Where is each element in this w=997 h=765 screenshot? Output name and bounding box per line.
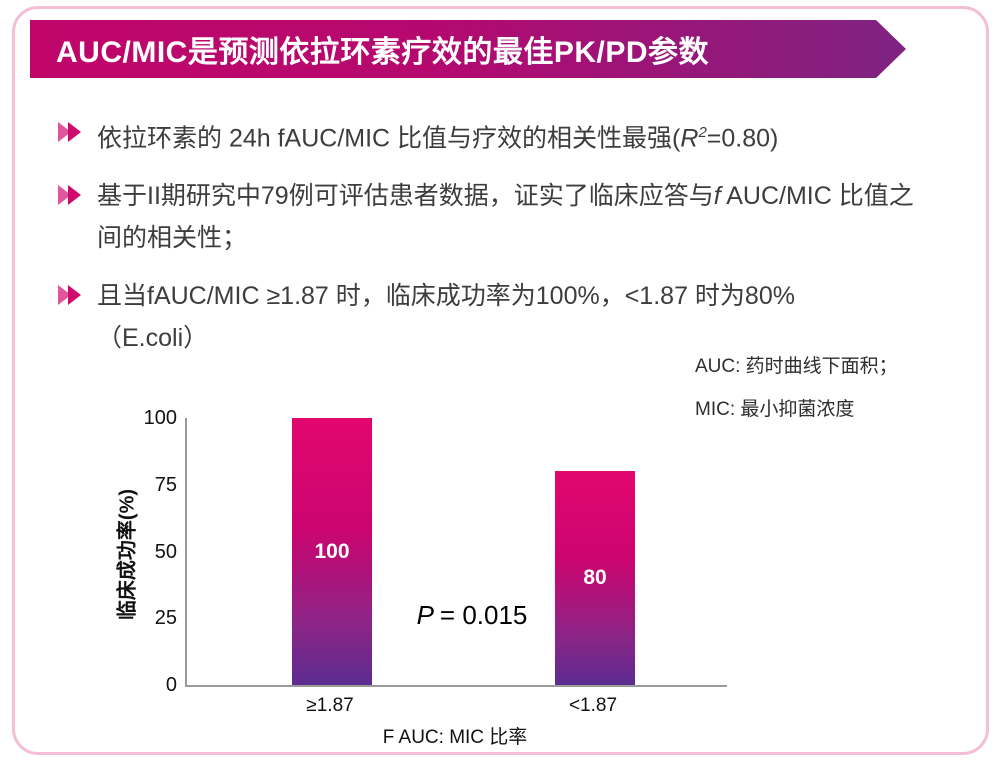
bullet-text-segment: =0.80) bbox=[706, 124, 779, 153]
abbreviation-notes: AUC: 药时曲线下面积； MIC: 最小抑菌浓度 bbox=[695, 345, 898, 431]
bullet-text: 基于II期研究中79例可评估患者数据，证实了临床应答与f AUC/MIC 比值之… bbox=[97, 175, 937, 259]
y-tick-label: 50 bbox=[154, 540, 177, 563]
chevron-right-icon bbox=[68, 185, 81, 206]
double-chevron-icon bbox=[58, 285, 81, 306]
bullet-item-1: 依拉环素的 24h fAUC/MIC 比值与疗效的相关性最强(R2=0.80) bbox=[58, 112, 948, 159]
bullet-text-italic: R bbox=[680, 124, 699, 153]
y-tick-label: 0 bbox=[165, 674, 177, 696]
bullet-text-segment: 基于II期研究中79例可评估患者数据，证实了临床应答与 bbox=[97, 182, 714, 211]
chevron-right-icon bbox=[58, 122, 71, 142]
bullet-text-segment: （E.coli） bbox=[97, 324, 209, 353]
page-title: AUC/MIC是预测依拉环素疗效的最佳PK/PD参数 bbox=[56, 36, 710, 69]
bullet-list: 依拉环素的 24h fAUC/MIC 比值与疗效的相关性最强(R2=0.80) … bbox=[58, 112, 948, 375]
y-tick-label: 75 bbox=[154, 473, 177, 496]
bullet-text-segment: 依拉环素的 24h fAUC/MIC 比值与疗效的相关性最强( bbox=[97, 124, 681, 153]
note-mic: MIC: 最小抑菌浓度 bbox=[695, 399, 855, 420]
bar-value-label: 100 bbox=[314, 539, 350, 563]
bar: 100 bbox=[292, 418, 372, 685]
p-value-annotation: P = 0.015 bbox=[387, 600, 557, 631]
x-tick-label: ≥1.87 bbox=[306, 695, 354, 716]
bullet-item-3: 且当fAUC/MIC ≥1.87 时，临床成功率为100%，<1.87 时为80… bbox=[58, 275, 948, 359]
note-auc: AUC: 药时曲线下面积； bbox=[695, 356, 898, 377]
chevron-right-icon bbox=[68, 122, 81, 142]
bullet-text-segment: AUC/MIC 比值之间的相关性； bbox=[97, 182, 914, 253]
y-tick-labels: 100 75 50 25 0 bbox=[115, 405, 177, 698]
chevron-right-icon bbox=[58, 185, 71, 206]
bullet-text-segment: 且当fAUC/MIC ≥1.87 时，临床成功率为100%，<1.87 时为80… bbox=[97, 282, 795, 311]
p-value-text: = 0.015 bbox=[439, 600, 528, 630]
bullet-text: 且当fAUC/MIC ≥1.87 时，临床成功率为100%，<1.87 时为80… bbox=[97, 275, 937, 359]
y-tick-label: 25 bbox=[154, 607, 177, 630]
bar-chart: 临床成功率(%) 100 75 50 25 0 100 80 P = 0.015 ≥1.8… bbox=[95, 400, 755, 755]
plot-area: 100 80 P = 0.015 bbox=[185, 418, 727, 687]
bullet-text: 依拉环素的 24h fAUC/MIC 比值与疗效的相关性最强(R2=0.80) bbox=[97, 112, 937, 159]
bullet-text-italic: f bbox=[713, 182, 721, 211]
double-chevron-icon bbox=[58, 185, 81, 206]
bullet-item-2: 基于II期研究中79例可评估患者数据，证实了临床应答与f AUC/MIC 比值之… bbox=[58, 175, 948, 259]
bullet-text-superscript: 2 bbox=[698, 124, 707, 141]
bar-value-label: 80 bbox=[583, 566, 607, 590]
x-axis-title: F AUC: MIC 比率 bbox=[382, 727, 528, 748]
chevron-right-icon bbox=[58, 285, 71, 306]
x-tick-label: <1.87 bbox=[568, 695, 618, 716]
title-banner: AUC/MIC是预测依拉环素疗效的最佳PK/PD参数 bbox=[30, 20, 906, 78]
double-chevron-icon bbox=[58, 122, 81, 142]
y-tick-label: 100 bbox=[143, 407, 177, 429]
chevron-right-icon bbox=[68, 285, 81, 306]
p-value-symbol: P bbox=[416, 600, 434, 630]
bar: 80 bbox=[555, 471, 635, 685]
